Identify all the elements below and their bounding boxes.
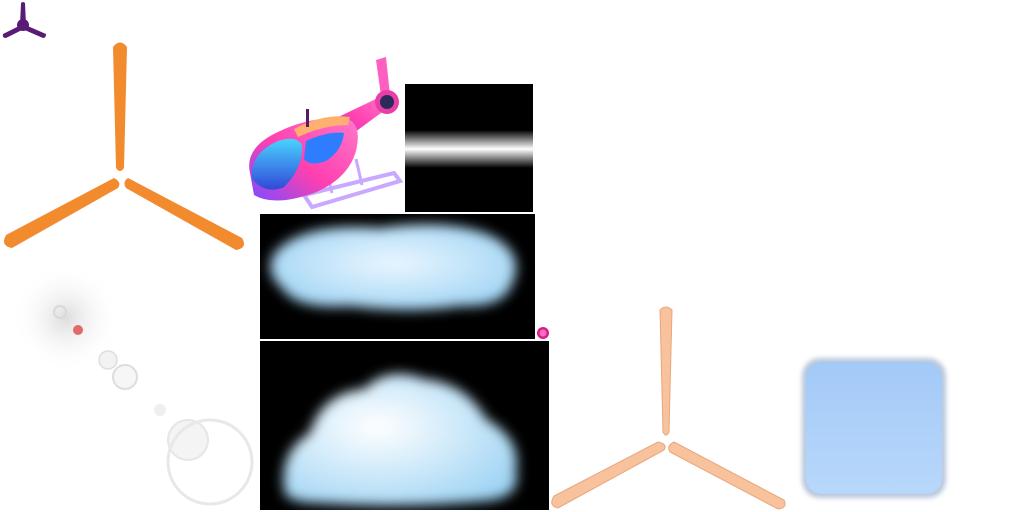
propeller-small-icon <box>0 0 48 42</box>
blue-rounded-square <box>796 352 952 504</box>
propeller-peach-icon <box>548 304 790 512</box>
helicopter-sprite <box>244 55 404 213</box>
pink-dot-sprite <box>536 326 550 340</box>
light-beam-strip <box>405 84 533 212</box>
cloud-wide-sprite <box>260 214 535 339</box>
lens-flare-sprite <box>10 262 255 507</box>
cloud-tall-sprite <box>260 341 549 510</box>
propeller-large-icon <box>0 38 250 253</box>
